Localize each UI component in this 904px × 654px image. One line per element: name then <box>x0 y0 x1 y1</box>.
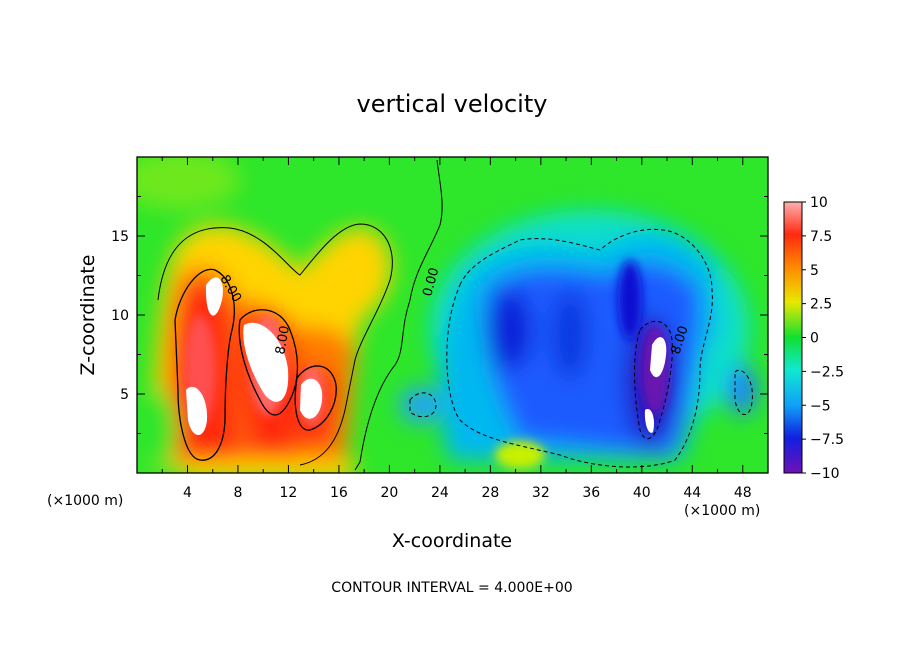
colorbar <box>783 201 803 474</box>
x-tick-label: 8 <box>233 485 242 501</box>
contour-labels: 8.00 8.00 0.00 8.00 <box>217 266 692 356</box>
x-unit-right: (×1000 m) <box>684 503 760 519</box>
y-axis-label: Z-coordinate <box>77 255 99 376</box>
x-tick-label: 4 <box>183 485 192 501</box>
chart-title: vertical velocity <box>357 90 548 118</box>
x-tick-label: 40 <box>633 485 651 501</box>
colorbar-tick-label: 2.5 <box>810 297 832 313</box>
x-tick-label: 28 <box>481 485 499 501</box>
x-tick-label: 48 <box>734 485 752 501</box>
colorbar-tick-label: 10 <box>810 195 828 211</box>
x-unit-left: (×1000 m) <box>47 493 123 509</box>
x-tick-label: 36 <box>582 485 600 501</box>
x-axis-label: X-coordinate <box>392 530 512 552</box>
y-tick-label: 10 <box>111 308 129 324</box>
heatmap-field <box>137 157 768 473</box>
x-tick-label: 44 <box>683 485 701 501</box>
contour-interval-note: CONTOUR INTERVAL = 4.000E+00 <box>331 580 572 596</box>
contour-label: 8.00 <box>273 325 293 356</box>
x-tick-label: 24 <box>431 485 449 501</box>
y-axis: 5 10 15 <box>111 196 768 434</box>
colorbar-tick-label: 7.5 <box>810 229 832 245</box>
colorbar-ticks: 10 7.5 5 2.5 0 −2.5 −5 −7.5 −10 <box>802 195 844 482</box>
colorbar-tick-label: −5 <box>810 398 831 414</box>
x-tick-label: 12 <box>280 485 298 501</box>
x-axis: 4 8 12 16 20 24 28 32 36 40 44 48 <box>161 157 752 501</box>
colorbar-tick-label: 0 <box>810 331 819 347</box>
colorbar-tick-label: −7.5 <box>810 432 844 448</box>
x-tick-label: 32 <box>532 485 550 501</box>
x-tick-label: 16 <box>330 485 348 501</box>
colorbar-tick-label: −2.5 <box>810 364 844 380</box>
colorbar-tick-label: −10 <box>810 466 840 482</box>
colorbar-tick-label: 5 <box>810 263 819 279</box>
y-tick-label: 5 <box>120 387 129 403</box>
contour-label: 0.00 <box>420 266 442 298</box>
x-tick-label: 20 <box>380 485 398 501</box>
y-tick-label: 15 <box>111 229 129 245</box>
